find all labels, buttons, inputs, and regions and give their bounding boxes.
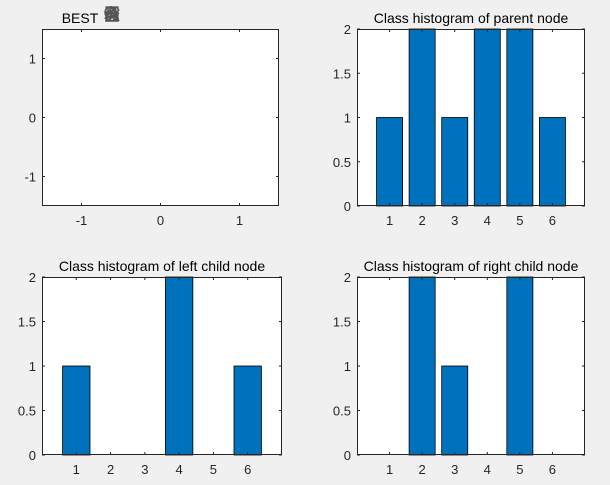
y-tick-label: 0.5 [333, 155, 351, 170]
x-tick-label: 1 [386, 462, 393, 477]
bar-5 [506, 276, 534, 456]
x-tick-label: 1 [73, 462, 80, 477]
y-tick-label: 2 [344, 22, 351, 37]
y-tick-label: 2 [344, 270, 351, 285]
bar-2 [408, 28, 436, 207]
bar-6 [539, 117, 566, 207]
x-tick-label: 2 [107, 462, 114, 477]
subplot-3: 1 2 3 4 5 6 0 0.5 1 1.5 2 Class histogram of left c… [18, 258, 282, 477]
y-tick-label: 1 [29, 52, 36, 67]
x-tick-label: 1 [386, 213, 393, 228]
subplot-title: Class histogram of left child node [59, 258, 265, 274]
bar-2 [408, 276, 436, 456]
subplot-title: Class histogram of parent node [374, 10, 569, 26]
legend-icon[interactable] [105, 5, 175, 27]
axes-toolbar [103, 5, 275, 27]
y-tick-label: 1.5 [333, 66, 351, 81]
x-tick-label: 3 [451, 213, 458, 228]
subplot-title: BEST [62, 10, 99, 26]
subplot-1: -1 0 1 -1 0 1 BEST [24, 10, 279, 228]
y-tick-label: 1.5 [333, 315, 351, 330]
x-tick-label: 6 [244, 462, 251, 477]
x-tick-label: 0 [157, 213, 164, 228]
y-tick-label: 2 [29, 270, 36, 285]
subplot-2: 1 2 3 4 5 6 0 0.5 1 1.5 2 Class histogram of parent… [333, 10, 585, 228]
bar-6 [233, 365, 262, 456]
y-tick-label: 1 [29, 359, 36, 374]
x-tick-label: 4 [176, 462, 183, 477]
y-tick-label: 1 [344, 359, 351, 374]
pan-hand-icon[interactable] [104, 5, 200, 27]
y-tick-label: 0 [344, 199, 351, 214]
x-tick-label: 6 [549, 213, 556, 228]
y-tick-label: -1 [24, 170, 36, 185]
x-tick-label: 6 [549, 462, 556, 477]
zoom-out-icon[interactable] [104, 5, 250, 27]
y-tick-label: 0.5 [18, 404, 36, 419]
x-tick-label: 5 [516, 213, 523, 228]
x-tick-label: 3 [451, 462, 458, 477]
bar-3 [441, 117, 469, 207]
bar-4 [165, 276, 194, 456]
subplot-4: 1 2 3 4 5 6 0 0.5 1 1.5 2 Class histogram of right … [333, 258, 585, 477]
y-tick-label: 0 [29, 448, 36, 463]
data-cursor-icon[interactable] [104, 5, 150, 27]
subplot-title: Class histogram of right child node [364, 258, 579, 274]
zoom-in-icon[interactable] [104, 5, 225, 27]
bar-1 [62, 365, 91, 456]
x-tick-label: 3 [141, 462, 148, 477]
bar-3 [441, 365, 469, 456]
bar-1 [376, 117, 403, 207]
x-tick-label: 1 [236, 213, 243, 228]
x-tick-label: 4 [484, 462, 491, 477]
x-tick-label: 5 [210, 462, 217, 477]
y-tick-label: 0 [344, 448, 351, 463]
home-icon[interactable] [104, 5, 275, 27]
x-tick-label: 2 [419, 213, 426, 228]
x-tick-label: -1 [76, 213, 88, 228]
y-tick-label: 0 [29, 111, 36, 126]
y-tick-label: 0.5 [333, 404, 351, 419]
x-tick-label: 4 [484, 213, 491, 228]
axes-area [357, 277, 585, 455]
axes-area [42, 29, 279, 206]
y-tick-label: 1 [344, 111, 351, 126]
x-tick-label: 5 [516, 462, 523, 477]
bar-5 [506, 28, 534, 207]
y-tick-label: 1.5 [18, 315, 36, 330]
bar-4 [473, 28, 501, 207]
x-tick-label: 2 [419, 462, 426, 477]
